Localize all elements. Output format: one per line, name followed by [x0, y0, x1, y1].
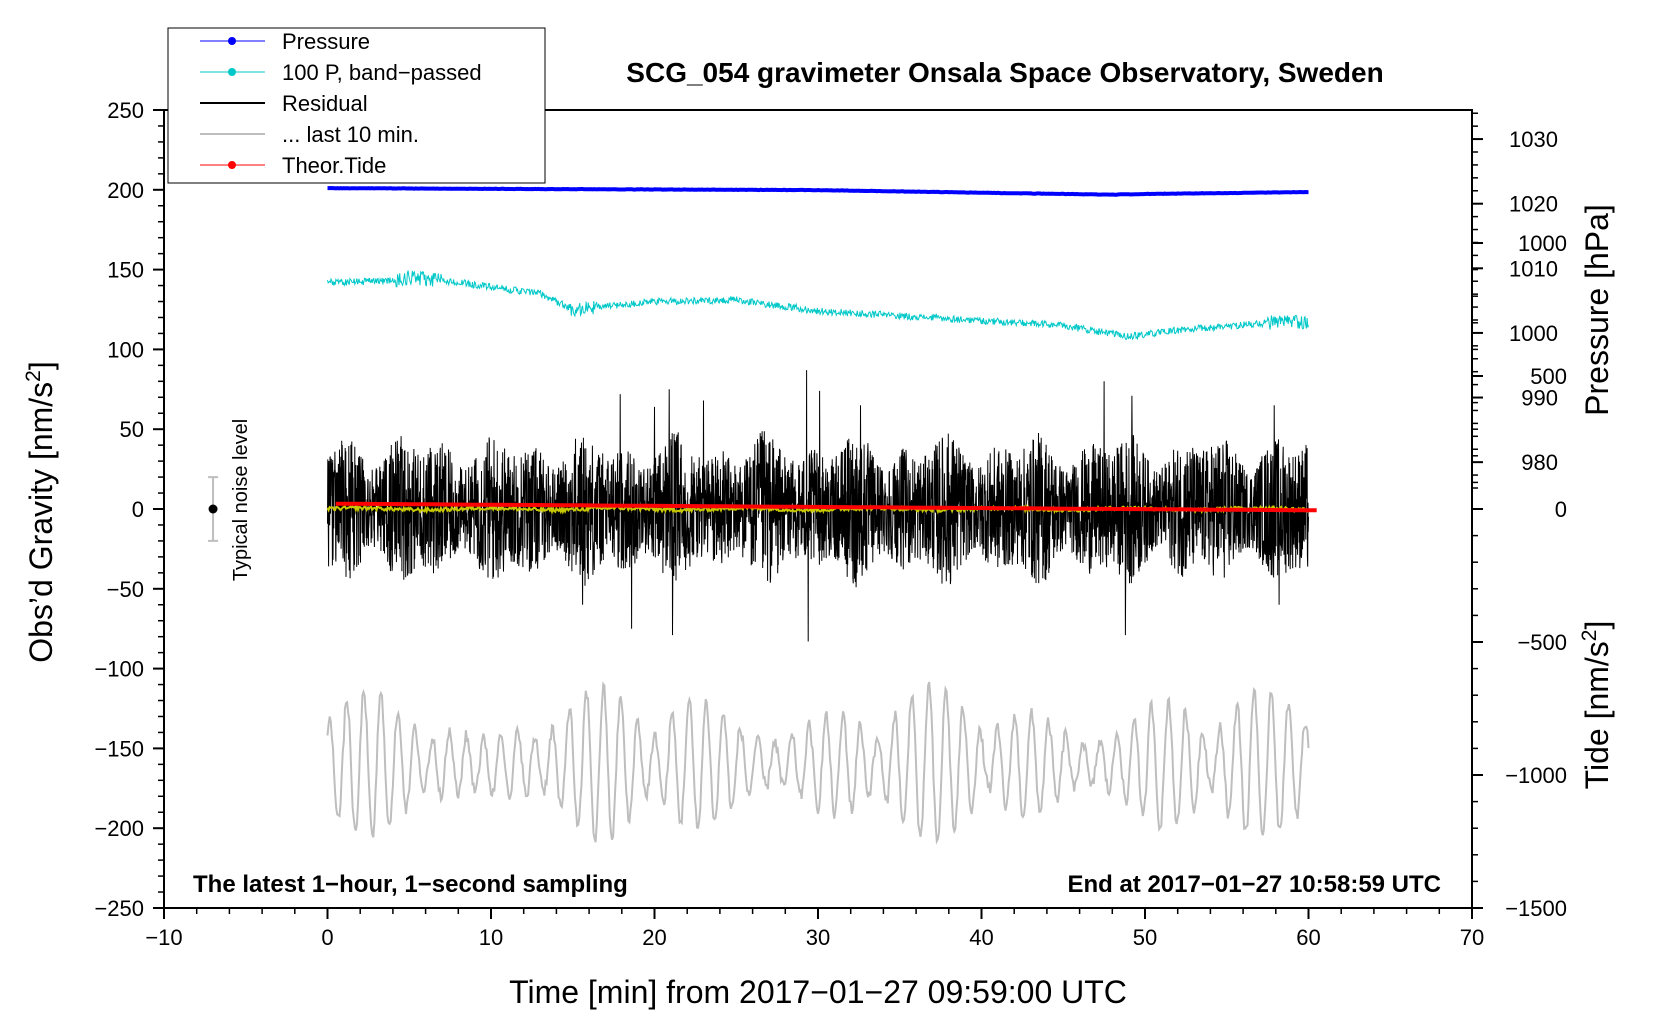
end-time-annotation: End at 2017−01−27 10:58:59 UTC	[1067, 871, 1441, 898]
x-tick-label: 10	[479, 925, 503, 950]
x-tick-label: 60	[1296, 925, 1320, 950]
sampling-annotation: The latest 1−hour, 1−second sampling	[193, 871, 628, 898]
legend-swatch-marker	[228, 68, 236, 76]
y-tick-label: −50	[107, 577, 144, 602]
y-tick-label: 0	[132, 497, 144, 522]
y-tick-label: 200	[107, 178, 144, 203]
tide-tick-label: −500	[1517, 630, 1567, 655]
tide-tick-label: 500	[1530, 364, 1567, 389]
pressure-line	[327, 185, 1309, 197]
y-tick-label: −150	[94, 736, 144, 761]
pressure-axis-ticks: 1030 1020 1010 1000 990 980	[1472, 112, 1558, 489]
noise-level-dot	[208, 504, 218, 514]
x-tick-label: 20	[642, 925, 666, 950]
legend-label: Residual	[282, 91, 368, 116]
tide-tick-label: 1000	[1518, 231, 1567, 256]
legend-label: Pressure	[282, 29, 370, 54]
x-tick-label: 30	[806, 925, 830, 950]
legend-items: Pressure 100 P, band−passed Residual ... la…	[200, 29, 482, 178]
tide-axis-label-end: ]	[1579, 621, 1615, 630]
pressure-tick-label: 1030	[1509, 127, 1558, 152]
theoretical-tide-line	[335, 501, 1317, 513]
chart-title: SCG_054 gravimeter Onsala Space Observat…	[626, 57, 1383, 88]
tide-tick-label: −1500	[1505, 896, 1567, 921]
pressure-tick-label: 980	[1521, 450, 1558, 475]
last-10-min-line	[326, 681, 1310, 845]
pressure-tick-label: 1010	[1509, 256, 1558, 281]
tide-axis-label-sup: 2	[1578, 630, 1601, 642]
y-tick-label: −100	[94, 657, 144, 682]
y-axis-label-left-sup: 2	[22, 370, 45, 382]
legend-label: ... last 10 min.	[282, 122, 419, 147]
x-axis-ticks: −10 0 10 20 30 40 50 60 70	[145, 908, 1484, 950]
pressure-tick-label: 1000	[1509, 321, 1558, 346]
legend-swatch-marker	[228, 37, 236, 45]
pressure-tick-label: 990	[1521, 386, 1558, 411]
x-axis-label: Time [min] from 2017−01−27 09:59:00 UTC	[509, 974, 1127, 1010]
tide-axis-label-main: Tide [nm/s	[1579, 641, 1615, 789]
noise-level-label: Typical noise level	[230, 419, 252, 581]
legend: Pressure 100 P, band−passed Residual ... la…	[167, 27, 546, 184]
x-tick-label: 70	[1460, 925, 1484, 950]
legend-label: 100 P, band−passed	[282, 60, 482, 85]
x-tick-label: 40	[969, 925, 993, 950]
tide-axis-label: Tide [nm/s2]	[1578, 621, 1615, 790]
y-tick-label: 250	[107, 98, 144, 123]
legend-label: Theor.Tide	[282, 153, 386, 178]
x-tick-label: 50	[1133, 925, 1157, 950]
y-tick-label: 100	[107, 337, 144, 362]
y-tick-label: −250	[94, 896, 144, 921]
band-passed-pressure-line	[327, 270, 1309, 341]
y-tick-label: 150	[107, 258, 144, 283]
legend-box	[167, 27, 546, 184]
series-layer	[326, 185, 1317, 845]
y-tick-label: 50	[120, 417, 144, 442]
legend-swatch-marker	[228, 161, 236, 169]
pressure-tick-label: 1020	[1509, 192, 1558, 217]
tide-tick-label: 0	[1555, 497, 1567, 522]
noise-level-indicator: Typical noise level	[208, 419, 252, 581]
y-axis-label-left-end: ]	[23, 361, 59, 370]
y-axis-label-left-main: Obs’d Gravity [nm/s	[23, 382, 59, 663]
y-axis-label-left: Obs’d Gravity [nm/s2]	[22, 361, 59, 663]
pressure-axis-label: Pressure [hPa]	[1579, 204, 1615, 416]
tide-tick-label: −1000	[1505, 763, 1567, 788]
y-tick-label: −200	[94, 816, 144, 841]
x-tick-label: 0	[321, 925, 333, 950]
residual-line	[327, 370, 1309, 642]
left-y-axis-ticks: 250 200 150 100 50 0 −50 −100 −150 −200 −250	[94, 98, 164, 921]
x-tick-label: −10	[145, 925, 182, 950]
tide-axis-ticks: 1000 500 0 −500 −1000 −1500	[1472, 231, 1567, 921]
